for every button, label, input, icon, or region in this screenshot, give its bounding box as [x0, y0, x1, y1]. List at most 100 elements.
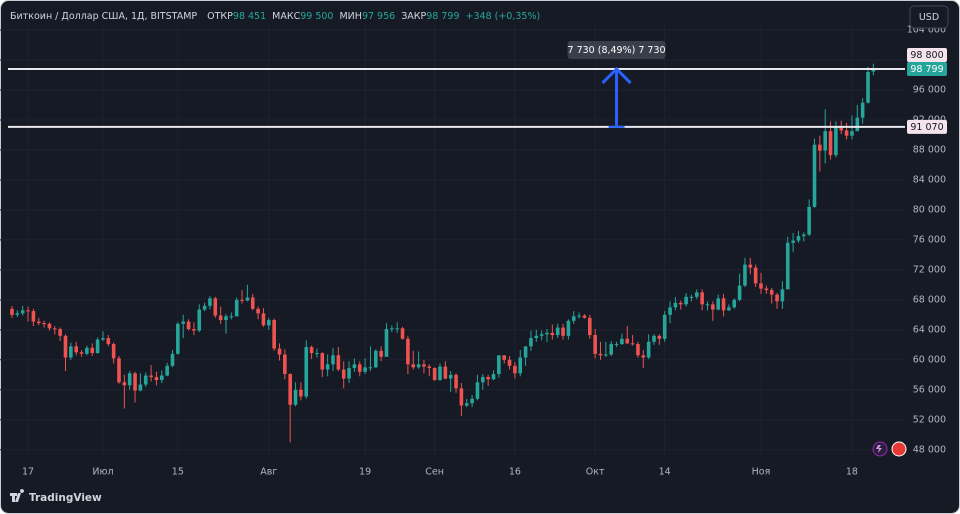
candle-body	[229, 316, 234, 318]
candle-body	[53, 328, 57, 330]
candle-body	[272, 320, 276, 349]
candle-body	[341, 369, 346, 379]
candle-body	[26, 310, 30, 312]
candle-body	[737, 285, 742, 300]
candle-body	[850, 131, 854, 136]
brand: TradingView	[29, 492, 102, 504]
measure-label: 7 730 (8,49%) 7 730	[568, 45, 666, 56]
candle-body	[775, 294, 779, 302]
candle-body	[550, 332, 555, 336]
candle-body	[85, 347, 89, 354]
candle-body	[176, 323, 180, 354]
candle-body	[192, 329, 196, 331]
icon	[876, 445, 882, 453]
currency-button[interactable]	[909, 5, 949, 29]
candle-body	[475, 382, 480, 399]
candle-body	[432, 368, 437, 381]
candle-body	[127, 373, 132, 386]
candle-body	[529, 338, 533, 347]
candle-body	[582, 315, 587, 318]
y-tick-label: 48 000	[913, 444, 946, 455]
candle-body	[352, 364, 357, 369]
candle-body	[497, 355, 501, 375]
candle-body	[534, 335, 539, 339]
candle-body	[668, 307, 672, 315]
candle-body	[646, 341, 651, 358]
current-price-bg	[907, 61, 947, 76]
candle-body	[363, 367, 367, 372]
candle-body	[36, 321, 41, 324]
candle-body	[555, 327, 560, 336]
candle-body	[502, 355, 506, 360]
candle-body	[507, 359, 512, 366]
candle-body	[577, 315, 581, 317]
x-tick-label: 16	[509, 467, 521, 478]
candle-body	[299, 389, 303, 397]
candle-body	[347, 368, 351, 379]
candle-body	[240, 299, 244, 301]
ohlc-label: МАКС	[272, 11, 300, 22]
candle-body	[518, 357, 523, 374]
candle-body	[657, 335, 662, 339]
candle-body	[245, 297, 250, 301]
candle-body	[10, 308, 14, 315]
symbol: Биткоин / Доллар США, 1Д, BITSTAMP	[10, 11, 197, 22]
candle-body	[293, 389, 298, 405]
candle-body	[250, 297, 255, 309]
y-tick-label: 104 000	[907, 24, 946, 35]
candle-body	[812, 144, 817, 207]
candle-body	[325, 364, 330, 370]
candle-body	[604, 354, 608, 356]
candle-body	[860, 102, 865, 118]
candle-body	[732, 299, 737, 308]
candle-body	[267, 320, 271, 326]
candle-body	[513, 365, 517, 374]
candle-body	[90, 347, 95, 354]
ohlc-label: МИН	[339, 11, 361, 22]
candle-body	[684, 296, 688, 305]
ohlc-value: 99 500	[300, 11, 333, 22]
candle-body	[186, 321, 191, 330]
candle-body	[261, 313, 266, 326]
candle-body	[678, 302, 683, 305]
candle-body	[154, 377, 159, 381]
y-tick-label: 52 000	[913, 414, 946, 425]
candle-body	[721, 298, 726, 311]
candle-body	[866, 71, 870, 103]
candle-body	[464, 403, 469, 406]
ohlc-value: 98 451	[233, 11, 266, 22]
x-tick-label: 17	[22, 467, 34, 478]
candle-body	[759, 283, 763, 289]
candle-body	[716, 298, 720, 310]
candle-body	[213, 298, 218, 316]
candle-body	[390, 328, 394, 330]
candle-body	[459, 388, 464, 406]
candle-body	[218, 315, 223, 321]
candle-body	[620, 338, 624, 345]
y-tick-label: 68 000	[913, 294, 946, 305]
candle-body	[95, 339, 100, 354]
candle-body	[143, 375, 148, 385]
candle-body	[74, 346, 78, 353]
candle-body	[149, 375, 153, 378]
candle-body	[69, 346, 73, 358]
candle-body	[224, 316, 228, 321]
candle-body	[636, 344, 640, 356]
candle-body	[486, 377, 490, 380]
candle-body	[374, 350, 378, 368]
candle-body	[422, 364, 426, 367]
candle-body	[545, 332, 549, 335]
candle-body	[234, 299, 239, 317]
candle-body	[320, 353, 325, 370]
candle-body	[427, 366, 432, 369]
icon[interactable]	[891, 441, 907, 457]
x-tick-label: 14	[659, 467, 671, 478]
candle-body	[652, 335, 656, 342]
candle-body	[743, 264, 747, 286]
candle-body	[844, 130, 849, 136]
candle-body	[727, 307, 731, 311]
candle-body	[764, 288, 769, 291]
candle-body	[47, 323, 52, 329]
currency: USD	[919, 12, 939, 23]
